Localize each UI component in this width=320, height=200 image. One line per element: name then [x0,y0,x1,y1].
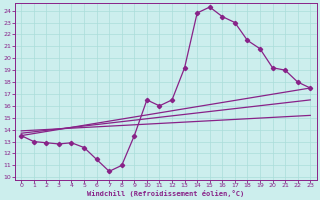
X-axis label: Windchill (Refroidissement éolien,°C): Windchill (Refroidissement éolien,°C) [87,190,244,197]
